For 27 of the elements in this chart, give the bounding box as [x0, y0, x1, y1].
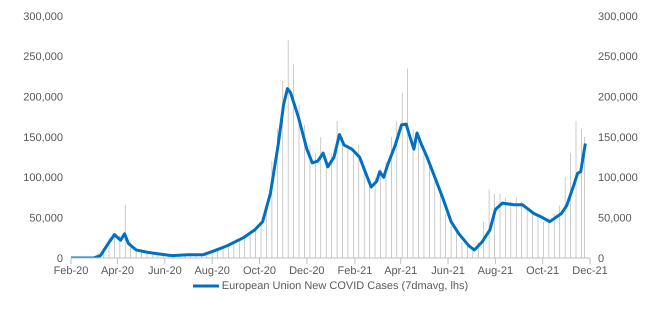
y2-tick-label: 200,000: [598, 92, 638, 104]
x-tick-label: Oct-21: [526, 264, 560, 277]
y-tick-label: 0: [56, 252, 63, 265]
y2-tick-label: 150,000: [598, 132, 638, 144]
x-tick-label: Feb-21: [338, 264, 372, 277]
y2-tick-label: 50,000: [598, 212, 632, 225]
y2-tick-label: 0: [598, 252, 604, 265]
x-tick-label: Apr-21: [384, 264, 418, 277]
x-tick-label: Dec-21: [572, 264, 608, 277]
y-tick-label: 250,000: [23, 51, 63, 64]
x-tick-label: Oct-20: [243, 264, 276, 277]
y-tick-label: 300,000: [23, 10, 63, 23]
y-tick-label: 200,000: [23, 92, 63, 104]
x-tick-label: Feb-20: [54, 264, 88, 277]
legend-label: European Union New COVID Cases (7dmavg, lhs): [222, 280, 468, 292]
y-tick-label: 100,000: [23, 172, 63, 184]
y2-tick-label: 300,000: [598, 10, 638, 23]
x-tick-label: Jun-21: [431, 264, 465, 277]
y2-tick-label: 250,000: [598, 51, 638, 64]
x-tick-label: Aug-20: [194, 264, 230, 277]
x-tick-label: Jun-20: [148, 264, 182, 277]
y2-tick-label: 100,000: [598, 172, 638, 184]
y-tick-label: 50,000: [29, 212, 63, 225]
y-tick-label: 150,000: [23, 132, 63, 144]
x-tick-label: Aug-21: [478, 264, 514, 277]
x-tick-label: Apr-20: [101, 264, 134, 277]
x-tick-label: Dec-20: [289, 264, 325, 277]
